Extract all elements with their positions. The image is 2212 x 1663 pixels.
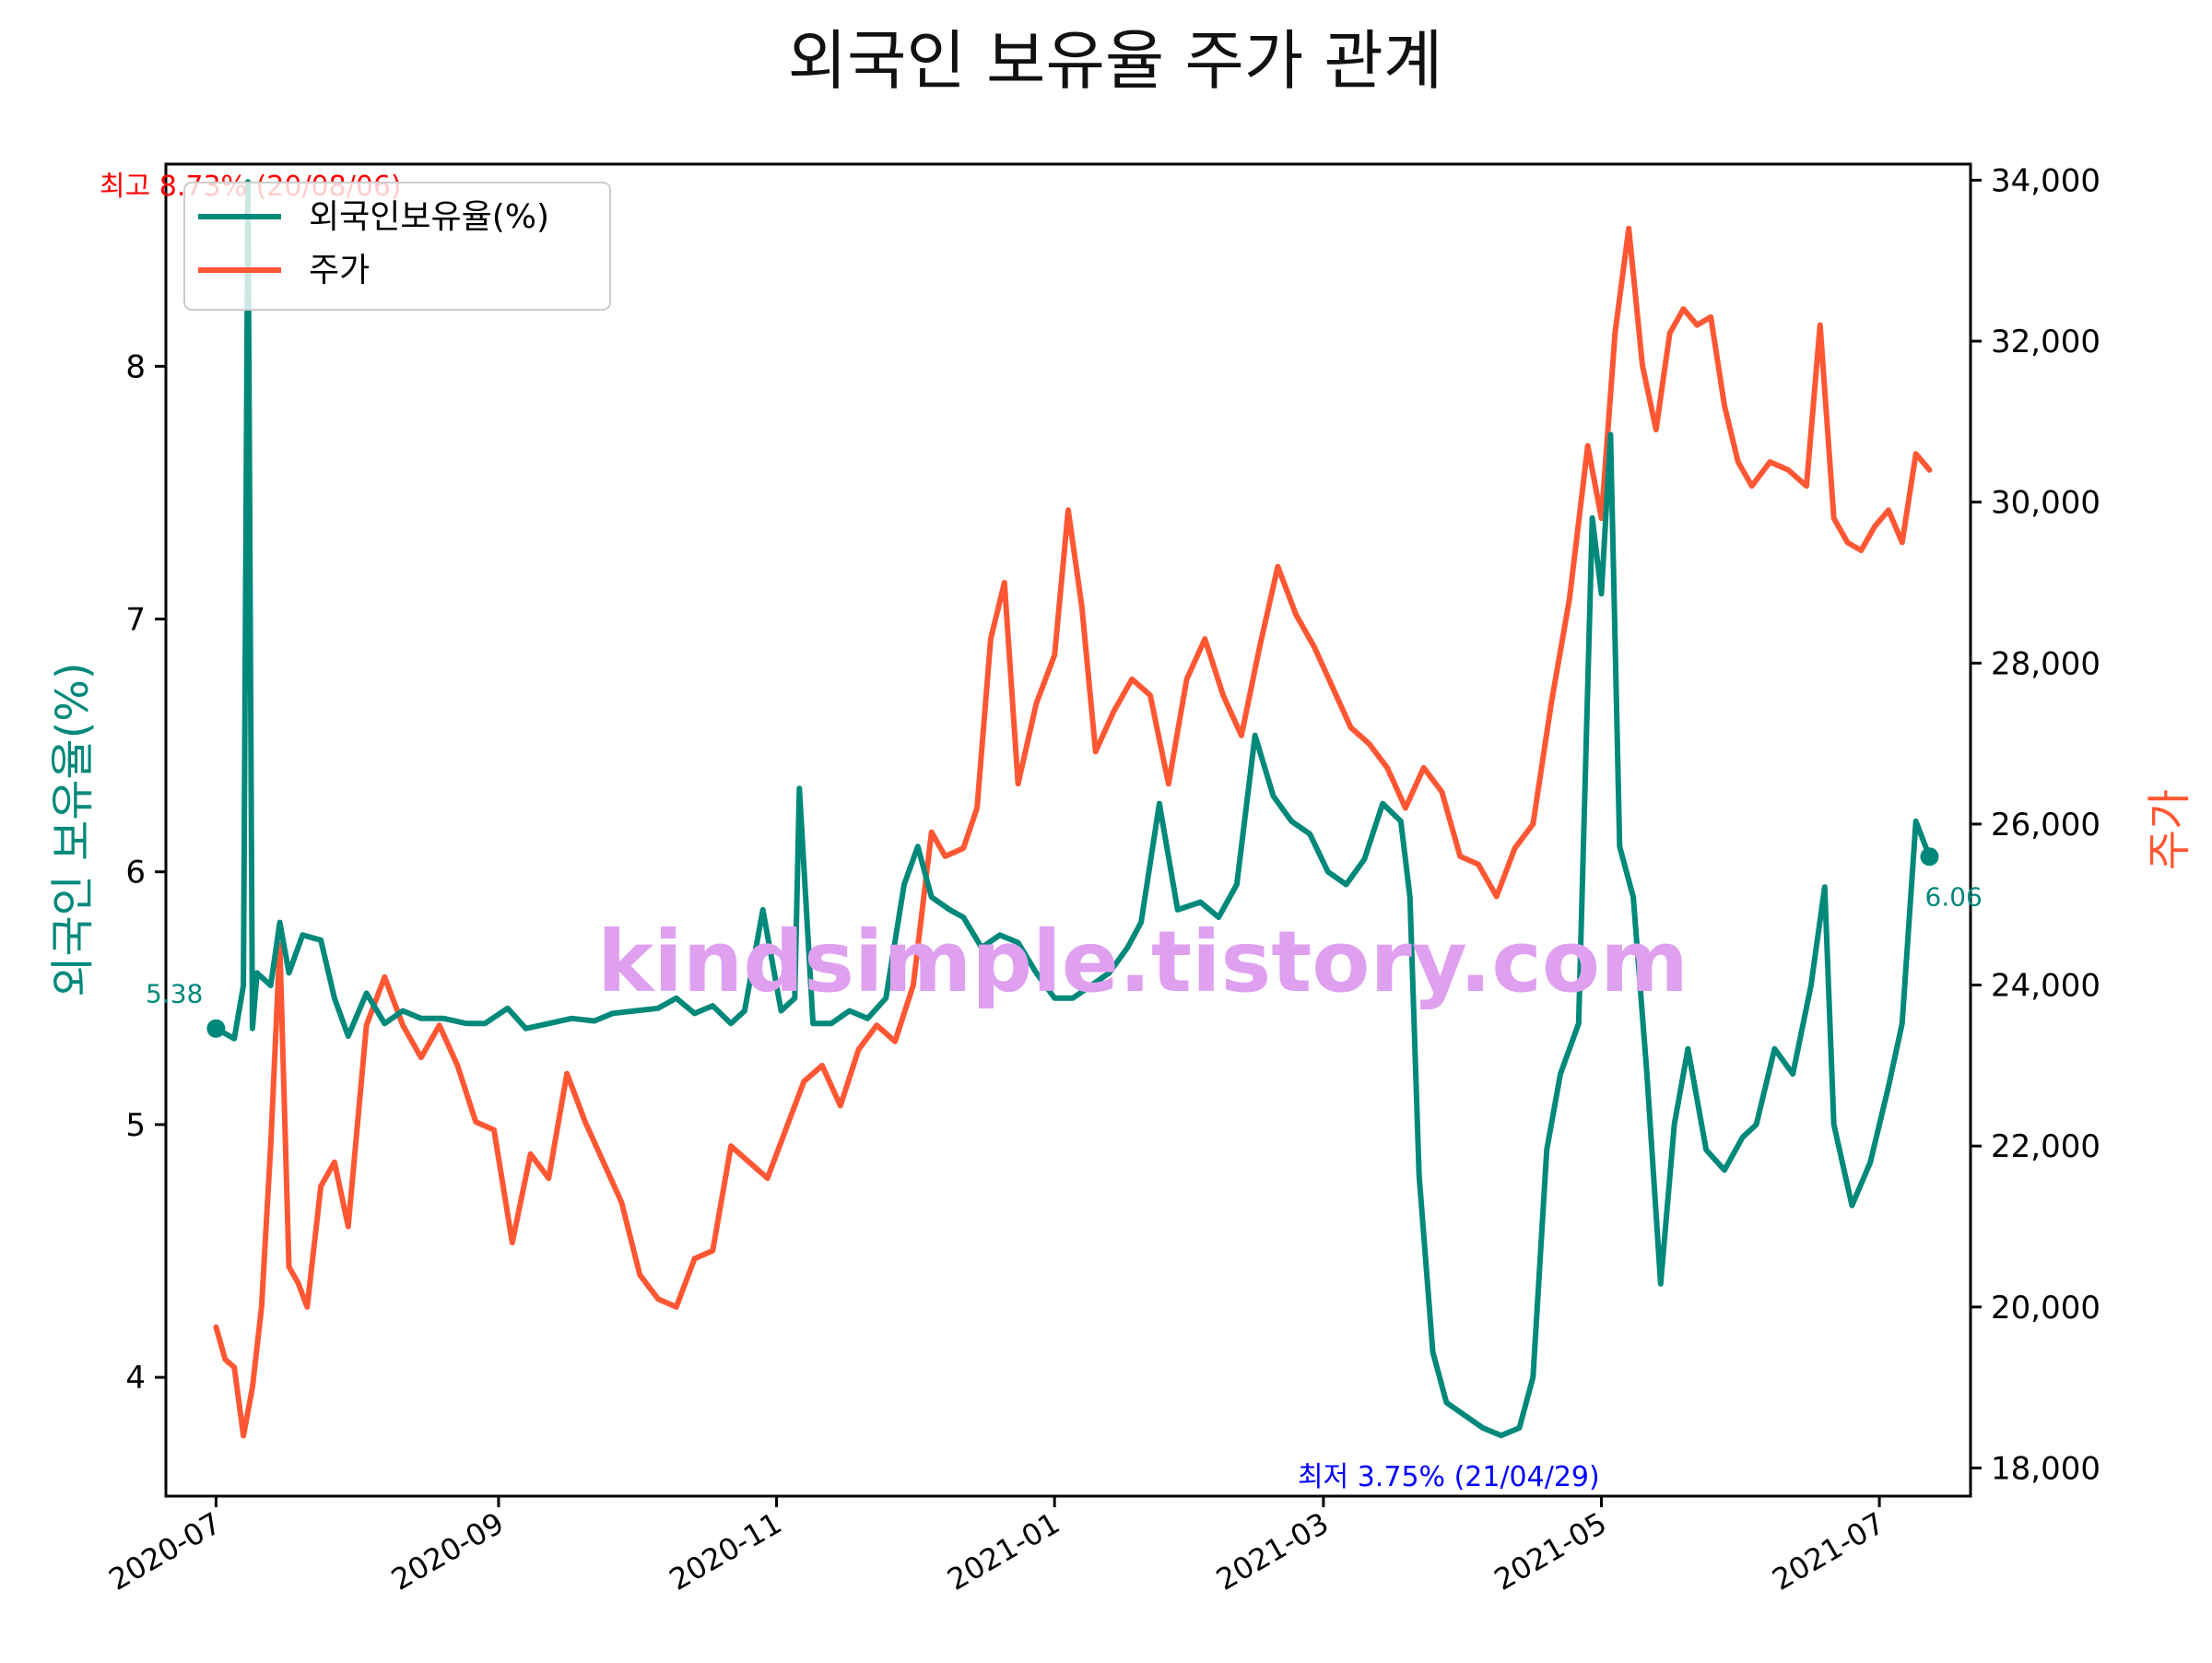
y-left-axis-label: 외국인 보유율(%) — [47, 662, 99, 997]
legend-box — [183, 182, 611, 311]
x-tick-label: 2020-07 — [103, 1505, 228, 1598]
y-right-tick-label: 24,000 — [1991, 968, 2100, 1005]
chart-axes: 2020-07 2020-09 2020-11 2021-01 2021-03 2021-… — [103, 162, 2100, 1597]
y-right-tick-label: 18,000 — [1991, 1450, 2100, 1487]
x-tick-label: 2021-01 — [941, 1505, 1065, 1598]
legend-label-price: 주가 — [309, 252, 370, 289]
watermark-text: kindsimple.tistory.com — [597, 913, 1688, 1011]
y-right-tick-label: 30,000 — [1991, 485, 2100, 522]
plot-frame — [164, 162, 1972, 1498]
y-left-tick-label: 7 — [125, 602, 146, 639]
y-right-tick-label: 26,000 — [1991, 807, 2100, 843]
end-value-label: 6.06 — [1925, 881, 1983, 912]
y-left-tick-label: 5 — [125, 1107, 146, 1144]
chart-marks — [213, 179, 1933, 1439]
x-tick-label: 2021-03 — [1210, 1505, 1335, 1598]
y-right-tick-label: 28,000 — [1991, 645, 2100, 682]
foreign-ratio-line — [213, 179, 1933, 1439]
x-tick-label: 2021-05 — [1488, 1505, 1613, 1598]
chart-legend: 외국인보유율(%) 주가 — [183, 182, 611, 311]
legend-label-foreign-ratio: 외국인보유율(%) — [309, 198, 549, 236]
price-line — [213, 225, 1933, 1439]
x-tick-label: 2020-11 — [664, 1505, 788, 1598]
x-tick-label: 2020-09 — [385, 1505, 510, 1598]
y-right-tick-label: 34,000 — [1991, 162, 2100, 199]
min-annotation: 최저 3.75% (21/04/29) — [1298, 1461, 1600, 1493]
start-value-label: 5.38 — [146, 979, 203, 1009]
start-point-marker — [206, 1019, 226, 1038]
chart-annotations: 최고 8.73% (20/08/06)최저 3.75% (21/04/29)5.… — [100, 171, 1983, 1493]
end-point-marker — [1920, 847, 1939, 867]
y-right-tick-label: 32,000 — [1991, 324, 2100, 360]
x-tick-label: 2021-07 — [1766, 1505, 1890, 1598]
y-left-tick-label: 6 — [125, 855, 146, 891]
y-right-tick-label: 20,000 — [1991, 1290, 2100, 1327]
y-left-tick-label: 8 — [125, 348, 146, 385]
y-right-axis-label: 주가 — [2144, 789, 2195, 870]
chart-title: 외국인 보유율 주가 관계 — [788, 23, 1443, 99]
y-left-tick-label: 4 — [125, 1360, 146, 1397]
y-right-tick-label: 22,000 — [1991, 1128, 2100, 1165]
